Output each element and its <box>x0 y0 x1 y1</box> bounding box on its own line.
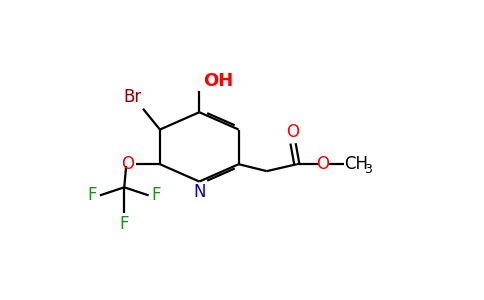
Text: N: N <box>193 183 206 201</box>
Text: Br: Br <box>123 88 141 106</box>
Text: OH: OH <box>203 72 233 90</box>
Text: F: F <box>120 215 129 233</box>
Text: F: F <box>151 186 161 204</box>
Text: CH: CH <box>345 155 368 173</box>
Text: O: O <box>287 123 300 141</box>
Text: O: O <box>317 155 330 173</box>
Text: F: F <box>88 186 97 204</box>
Text: 3: 3 <box>364 163 372 176</box>
Text: O: O <box>121 155 134 173</box>
